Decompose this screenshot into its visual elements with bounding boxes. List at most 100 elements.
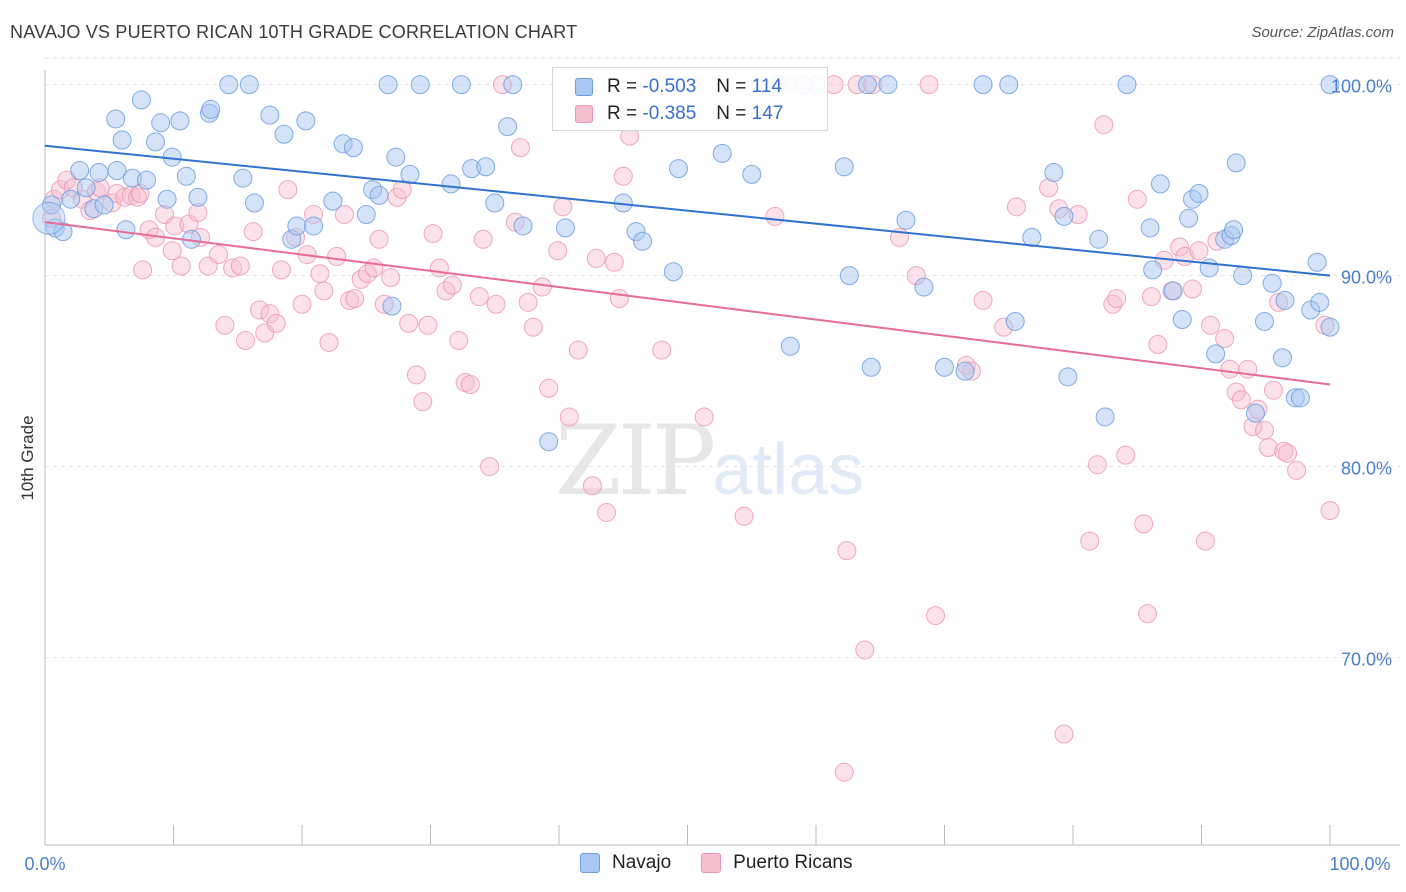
chart-title: NAVAJO VS PUERTO RICAN 10TH GRADE CORREL… <box>10 22 578 42</box>
navajo-point <box>157 189 177 209</box>
navajo-point <box>239 75 259 95</box>
puerto-ricans-point <box>208 245 228 265</box>
puerto-ricans-point <box>1320 501 1340 521</box>
navajo-point <box>1022 227 1042 247</box>
puerto-ricans-point <box>597 502 617 522</box>
legend-r-label: R = <box>607 103 638 124</box>
puerto-ricans-point <box>1195 531 1215 551</box>
navajo-point <box>1224 220 1244 240</box>
legend-row-navajo: R = -0.503 N = 114 <box>575 74 782 100</box>
series-legend: Navajo Puerto Ricans <box>580 852 883 874</box>
legend-item-navajo[interactable]: Navajo <box>580 852 671 874</box>
navajo-point <box>1189 183 1209 203</box>
puerto-ricans-point <box>334 204 354 224</box>
puerto-ricans-point <box>278 180 298 200</box>
navajo-point <box>742 164 762 184</box>
puerto-ricans-point <box>266 313 286 333</box>
puerto-ricans-point <box>1141 287 1161 307</box>
puerto-ricans-point <box>314 281 334 301</box>
puerto-ricans-point <box>765 206 785 226</box>
navajo-point <box>834 157 854 177</box>
puerto-ricans-point <box>1170 237 1190 257</box>
trend-lines <box>44 144 1331 386</box>
navajo-point <box>1005 311 1025 331</box>
navajo-point <box>633 231 653 251</box>
puerto-ricans-point <box>418 315 438 335</box>
puerto-ricans-point <box>473 229 493 249</box>
puerto-ricans-point <box>345 289 365 309</box>
navajo-swatch <box>575 78 593 96</box>
puerto-ricans-point <box>1094 115 1114 135</box>
source-label: Source: ZipAtlas.com <box>1251 24 1394 41</box>
navajo-point <box>503 75 523 95</box>
navajo-point <box>498 117 518 137</box>
puerto-ricans-point <box>1103 294 1123 314</box>
x-tick-label: 100.0% <box>1329 854 1390 874</box>
puerto-ricans-point <box>1006 197 1026 217</box>
puerto-ricans-point <box>582 476 602 496</box>
puerto-ricans-point <box>327 247 347 266</box>
watermark-zip: ZIP <box>555 405 716 517</box>
legend-item-puerto-ricans[interactable]: Puerto Ricans <box>701 852 853 874</box>
x-tick-label: 0.0% <box>24 854 65 874</box>
navajo-point <box>896 210 916 230</box>
navajo-point <box>32 201 66 235</box>
watermark-atlas: atlas <box>712 430 865 510</box>
navajo-point <box>999 75 1019 95</box>
puerto-ricans-point <box>215 315 235 335</box>
puerto-ricans-point <box>1148 334 1168 354</box>
navajo-point <box>1163 281 1183 301</box>
navajo-point <box>669 159 689 179</box>
navajo-point <box>1199 258 1219 278</box>
navajo-point <box>170 111 190 131</box>
navajo-point <box>663 262 683 282</box>
navajo-point <box>1245 403 1265 423</box>
puerto-ricans-point <box>518 292 538 312</box>
legend-n-value: 147 <box>751 103 784 124</box>
puerto-ricans-point <box>486 294 506 314</box>
navajo-point <box>1262 273 1282 293</box>
puerto-ricans-point <box>480 457 500 477</box>
navajo-point <box>878 75 898 95</box>
puerto-ricans-point <box>1287 460 1307 480</box>
legend-label-navajo: Navajo <box>612 852 672 873</box>
puerto-ricans-point <box>1263 380 1283 400</box>
navajo-point <box>1143 260 1163 280</box>
puerto-ricans-point <box>1278 443 1298 463</box>
legend-n-label: N = <box>716 76 747 97</box>
puerto-ricans-point <box>1200 315 1220 335</box>
navajo-point <box>176 166 196 186</box>
navajo-point <box>131 90 151 110</box>
puerto-ricans-point <box>586 248 606 268</box>
puerto-ricans-point <box>734 506 754 526</box>
navajo-point <box>53 222 73 242</box>
puerto-ricans-point <box>1116 445 1136 465</box>
puerto-ricans-point <box>548 241 568 261</box>
puerto-ricans-point <box>1183 279 1203 299</box>
navajo-point <box>112 130 132 150</box>
navajo-point <box>382 296 402 316</box>
navajo-point <box>1206 344 1226 364</box>
puerto-ricans-point <box>559 407 579 427</box>
navajo-point <box>107 161 127 181</box>
navajo-point <box>151 113 171 133</box>
y-tick-label: 100.0% <box>1331 77 1392 97</box>
axis-labels: 70.0% 80.0% 90.0% 100.0% 0.0% 100.0% 10th Grad… <box>18 77 1392 874</box>
navajo-point <box>539 432 559 452</box>
navajo-point <box>955 361 975 381</box>
navajo-point <box>244 193 264 213</box>
navajo-point <box>1254 311 1274 331</box>
legend-row-puerto-ricans: R = -0.385 N = 147 <box>575 101 783 127</box>
legend-r-value: -0.385 <box>642 103 697 124</box>
navajo-point <box>1117 75 1137 95</box>
grid-lines <box>45 57 1400 659</box>
navajo-point <box>451 75 471 95</box>
puerto-ricans-point <box>442 275 462 295</box>
navajo-point <box>369 185 389 205</box>
navajo-point <box>106 109 126 129</box>
puerto-ricans-point <box>413 392 433 412</box>
puerto-ricans-point <box>1258 438 1278 457</box>
navajo-point <box>712 143 732 163</box>
navajo-point <box>1310 292 1330 312</box>
navajo-point <box>274 124 294 144</box>
